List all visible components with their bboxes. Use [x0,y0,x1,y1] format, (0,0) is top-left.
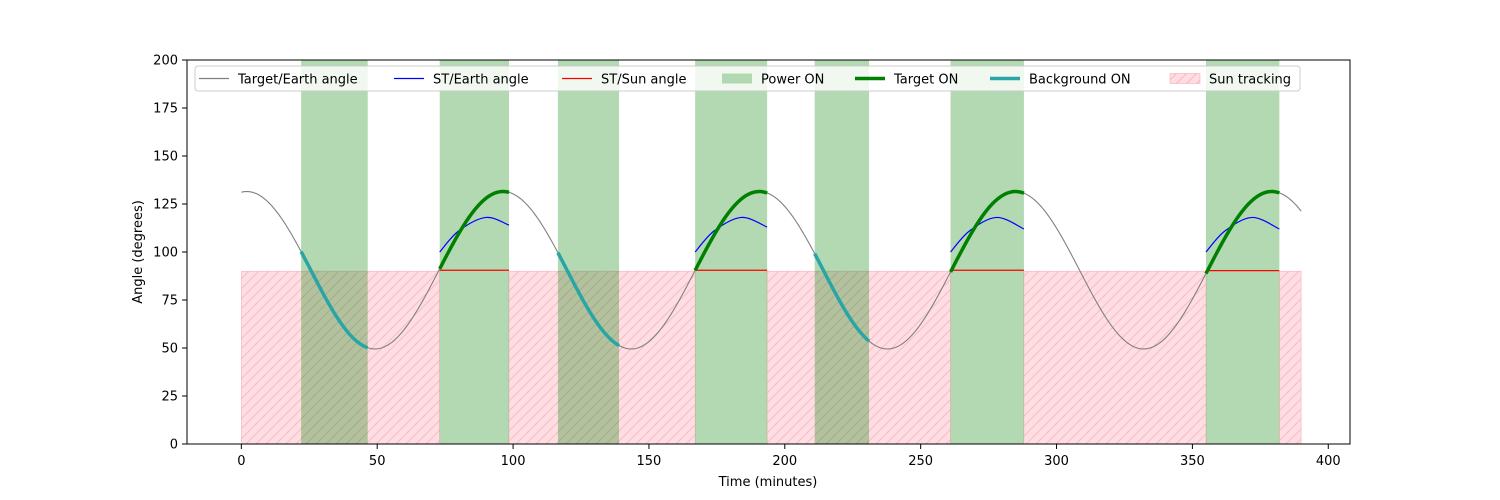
y-tick-label: 100 [153,246,178,261]
sun-tracking-region [1023,270,1207,444]
legend-label: ST/Sun angle [601,73,687,88]
y-tick-label: 175 [153,102,178,117]
y-tick-label: 25 [161,390,178,405]
legend-label: ST/Earth angle [433,73,529,88]
power-on-band [439,60,509,444]
background-on-line [556,251,620,348]
st-earth-line [439,216,510,253]
legend-swatch [722,73,752,84]
target-on-line [438,189,510,270]
legend-label: Target ON [893,73,958,88]
sun-tracking-region [241,270,441,444]
sun-tracking-region [508,270,696,444]
st-earth-line [1205,216,1280,253]
x-tick-label: 50 [369,454,386,469]
target-on-line [949,189,1025,273]
x-tick-label: 400 [1316,454,1341,469]
power-on-band [695,60,768,444]
legend-item-st-sun: ST/Sun angle [562,73,687,88]
legend: Target/Earth angle ST/Earth angle ST/Sun a… [194,65,1301,92]
x-tick-label: 200 [772,454,797,469]
legend-item-st-earth: ST/Earth angle [394,73,529,88]
legend-label: Sun tracking [1209,73,1291,88]
background-on-line [813,252,871,343]
background-on-line [299,250,369,350]
legend-item-target-on: Target ON [855,73,958,88]
x-tick-label: 100 [501,454,526,469]
sun-tracking-region [766,270,951,444]
x-axis: 0 50 100 150 200 250 300 350 400 [237,444,1341,469]
plot-area [241,60,1302,444]
x-tick-label: 150 [637,454,662,469]
legend-item-sun-tracking: Sun tracking [1169,73,1291,88]
y-tick-label: 75 [161,294,178,309]
x-tick-label: 300 [1044,454,1069,469]
legend-label: Target/Earth angle [237,73,358,88]
target-earth-line [241,190,1302,350]
y-tick-label: 200 [153,54,178,69]
y-tick-label: 50 [161,342,178,357]
x-axis-title: Time (minutes) [718,475,818,490]
y-axis-title: Angle (degrees) [131,200,146,304]
sun-tracking-region [1279,270,1302,444]
x-tick-label: 0 [237,454,245,469]
y-tick-label: 150 [153,150,178,165]
power-on-band [301,60,368,444]
y-tick-label: 0 [170,438,178,453]
y-tick-label: 125 [153,198,178,213]
legend-item-background-on: Background ON [990,73,1131,88]
legend-item-target-earth: Target/Earth angle [199,73,358,88]
legend-swatch [1169,73,1201,84]
legend-label: Power ON [761,73,824,88]
power-on-band [814,60,870,444]
legend-item-power-on: Power ON [722,73,824,88]
target-on-line [1204,189,1280,275]
power-on-band [557,60,620,444]
legend-label: Background ON [1029,73,1131,88]
y-axis: 0 25 50 75 100 125 150 175 200 [153,54,187,453]
st-earth-line [694,216,768,253]
target-on-line [693,189,768,272]
x-tick-label: 250 [908,454,933,469]
st-earth-line [950,216,1025,253]
x-tick-label: 350 [1180,454,1205,469]
